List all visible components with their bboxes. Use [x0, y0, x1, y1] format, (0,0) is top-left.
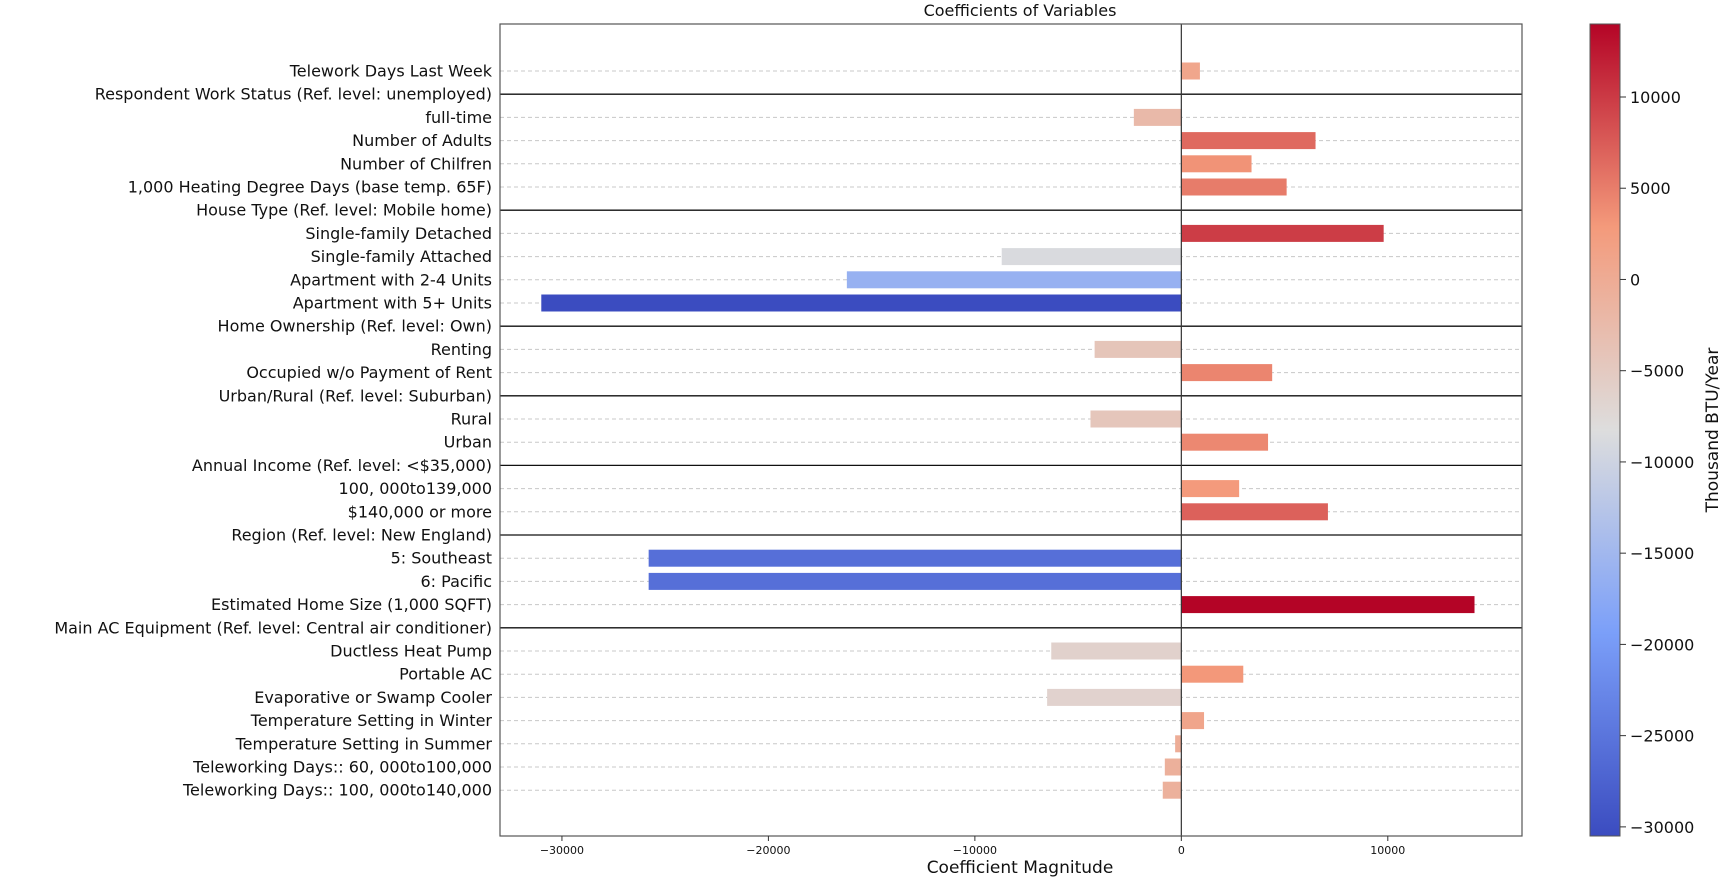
colorbar-title: Thousand BTU/Year	[1703, 348, 1723, 514]
colorbar-tick-label: −15000	[1630, 544, 1694, 563]
bar	[1181, 433, 1269, 451]
bar	[1181, 712, 1205, 730]
category-label: Telework Days Last Week	[289, 62, 493, 81]
category-label: Number of Chilfren	[340, 154, 492, 173]
bar	[1164, 758, 1182, 776]
x-tick-label: 10000	[1370, 844, 1405, 857]
x-tick-label: 0	[1178, 844, 1185, 857]
group-header-label: Main AC Equipment (Ref. level: Central a…	[54, 618, 492, 637]
x-tick-label: −10000	[953, 844, 997, 857]
group-header-label: Urban/Rural (Ref. level: Suburban)	[219, 386, 492, 405]
x-axis-title: Coefficient Magnitude	[927, 858, 1114, 878]
colorbar-tick-label: 10000	[1630, 88, 1681, 107]
bar	[1047, 688, 1182, 706]
bar	[1090, 410, 1182, 428]
bar	[1181, 178, 1287, 196]
bar	[1181, 503, 1328, 521]
category-label: $140,000 or more	[348, 502, 492, 521]
bar	[1181, 596, 1475, 614]
x-tick-label: −20000	[746, 844, 790, 857]
x-tick-label: −30000	[540, 844, 584, 857]
category-label: Apartment with 2-4 Units	[290, 270, 492, 289]
bar	[648, 572, 1182, 590]
category-label: Evaporative or Swamp Cooler	[254, 688, 492, 707]
group-header-label: House Type (Ref. level: Mobile home)	[196, 201, 492, 220]
group-header-label: Region (Ref. level: New England)	[231, 526, 492, 545]
category-label: Apartment with 5+ Units	[293, 294, 492, 313]
category-label: Ductless Heat Pump	[330, 642, 492, 661]
bar	[1181, 132, 1316, 150]
group-header-label: Respondent Work Status (Ref. level: unem…	[95, 85, 492, 104]
gridlines	[500, 70, 1522, 791]
category-label: Renting	[431, 340, 492, 359]
category-label: Number of Adults	[352, 131, 492, 150]
group-header-label: Home Ownership (Ref. level: Own)	[218, 317, 492, 336]
category-label: Teleworking Days:: 60, 000to100,000	[192, 758, 492, 777]
bar	[1001, 248, 1182, 266]
colorbar-tick-label: 0	[1630, 270, 1640, 289]
x-axis-ticks: −30000 −20000 −10000 0 10000	[540, 836, 1405, 857]
category-label: Single-family Detached	[305, 224, 492, 243]
bar	[1181, 364, 1273, 382]
chart-title: Coefficients of Variables	[924, 1, 1117, 20]
colorbar-tick-label: −5000	[1630, 362, 1684, 381]
colorbar-tick-label: −10000	[1630, 453, 1694, 472]
group-header-label: Annual Income (Ref. level: <$35,000)	[192, 456, 492, 475]
category-label: full-time	[425, 108, 492, 127]
bar	[1181, 155, 1252, 173]
colorbar-tick-label: −20000	[1630, 635, 1694, 654]
bar	[1133, 108, 1182, 126]
bar	[846, 271, 1182, 289]
colorbar-ticks: 10000 5000 0 −5000 −10000 −15000 −20000 −25000 −…	[1620, 88, 1694, 837]
category-label: Single-family Attached	[311, 247, 492, 266]
category-label: Temperature Setting in Summer	[235, 734, 493, 753]
bars	[541, 62, 1475, 799]
category-label: Temperature Setting in Winter	[250, 711, 493, 730]
colorbar	[1589, 23, 1621, 837]
bar	[1181, 480, 1240, 498]
bar	[1094, 340, 1182, 358]
bar	[1181, 62, 1200, 80]
category-label: 5: Southeast	[391, 549, 492, 568]
bar	[1181, 224, 1384, 242]
bar	[648, 549, 1182, 567]
bar	[1181, 665, 1244, 683]
bar	[541, 294, 1182, 312]
category-label: Urban	[444, 433, 492, 452]
bar	[1175, 735, 1182, 753]
category-label: 6: Pacific	[420, 572, 492, 591]
category-label: Estimated Home Size (1,000 SQFT)	[211, 595, 492, 614]
category-label: Rural	[451, 410, 492, 429]
category-label: Portable AC	[399, 665, 492, 684]
category-labels: Telework Days Last Week Respondent Work S…	[54, 62, 492, 800]
colorbar-tick-label: −30000	[1630, 818, 1694, 837]
bar	[1162, 781, 1182, 799]
colorbar-tick-label: 5000	[1630, 179, 1671, 198]
category-label: Occupied w/o Payment of Rent	[246, 363, 492, 382]
plot-frame	[499, 23, 1523, 837]
category-label: 1,000 Heating Degree Days (base temp. 65…	[128, 178, 492, 197]
category-label: Teleworking Days:: 100, 000to140,000	[182, 781, 492, 800]
colorbar-tick-label: −25000	[1630, 727, 1694, 746]
bar	[1051, 642, 1182, 660]
group-separators	[500, 93, 1522, 629]
category-label: 100, 000to139,000	[339, 479, 492, 498]
